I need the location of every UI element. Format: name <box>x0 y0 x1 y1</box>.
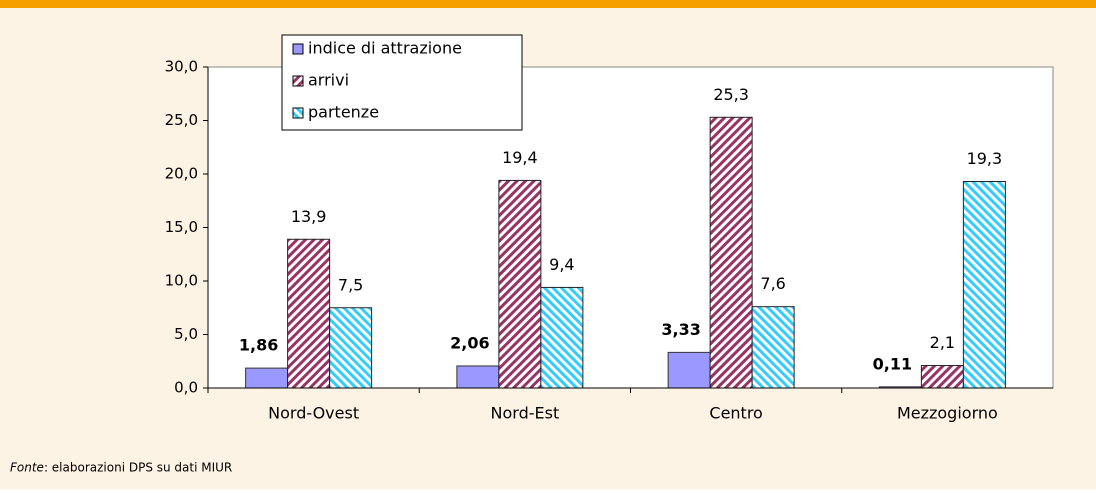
bar <box>920 365 964 389</box>
legend-swatch <box>292 43 304 55</box>
y-tick-label: 30,0 <box>165 58 198 76</box>
legend-swatch <box>292 75 304 87</box>
x-tick-label: Mezzogiorno <box>897 404 998 423</box>
legend-label: indice di attrazione <box>308 39 462 58</box>
value-label: 3,33 <box>661 320 700 339</box>
source-label: Fonte <box>10 461 44 475</box>
value-label: 7,5 <box>338 275 363 294</box>
legend-label: arrivi <box>308 71 349 90</box>
bar <box>667 351 711 389</box>
bar <box>709 116 753 389</box>
value-label: 2,1 <box>930 333 955 352</box>
value-label: 19,4 <box>502 148 538 167</box>
x-tick-label: Nord-Ovest <box>268 404 359 423</box>
y-tick-label: 0,0 <box>174 379 198 397</box>
value-label: 19,3 <box>967 149 1003 168</box>
bar <box>498 179 542 389</box>
bar <box>540 286 584 389</box>
bar <box>456 365 500 389</box>
value-label: 9,4 <box>549 255 574 274</box>
value-label: 25,3 <box>713 85 749 104</box>
value-label: 13,9 <box>291 207 327 226</box>
top-bar <box>0 0 1096 8</box>
bar <box>245 367 289 389</box>
y-tick-label: 20,0 <box>165 165 198 183</box>
legend <box>281 34 523 131</box>
y-tick-label: 10,0 <box>165 272 198 290</box>
bar <box>329 307 373 389</box>
source-text: : elaborazioni DPS su dati MIUR <box>44 461 232 475</box>
bar <box>751 306 795 389</box>
y-tick-label: 5,0 <box>174 325 198 343</box>
bar <box>962 180 1006 389</box>
y-tick-label: 25,0 <box>165 111 198 129</box>
x-tick-label: Nord-Est <box>491 404 560 423</box>
x-tick-label: Centro <box>709 404 762 423</box>
value-label: 2,06 <box>450 333 489 352</box>
value-label: 0,11 <box>873 354 912 373</box>
y-tick-label: 15,0 <box>165 218 198 236</box>
legend-label: partenze <box>308 103 379 122</box>
bar <box>287 238 331 389</box>
legend-swatch <box>292 107 304 119</box>
value-label: 1,86 <box>239 336 278 355</box>
value-label: 7,6 <box>760 274 785 293</box>
